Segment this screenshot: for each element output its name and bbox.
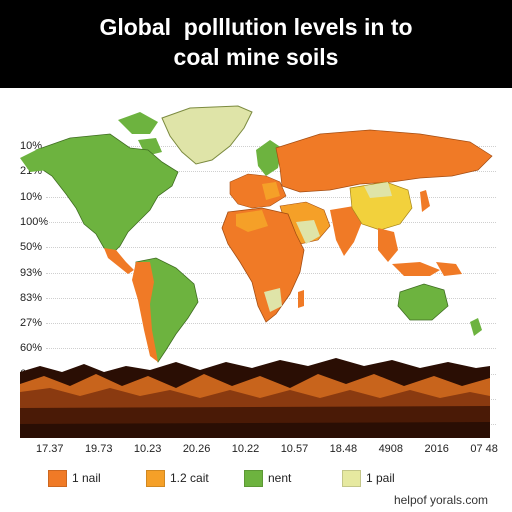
- north-america: [35, 133, 179, 255]
- legend-label: 1.2 cait: [170, 471, 209, 485]
- x-label: 2016: [424, 443, 449, 455]
- title-line-1: Global polllution levels in to: [99, 14, 413, 40]
- australia: [397, 283, 449, 321]
- x-label: 4908: [378, 443, 404, 455]
- japan: [420, 190, 430, 212]
- x-label: 10.22: [231, 443, 260, 455]
- world-map: [20, 105, 493, 438]
- legend: 1 nail 1.2 cait nent 1 pail: [48, 468, 468, 488]
- legend-label: 1 nail: [72, 471, 101, 485]
- x-axis-labels: 17.37 19.73 10.23 20.26 10.22 10.57 18.4…: [36, 443, 498, 459]
- legend-label: 1 pail: [366, 471, 395, 485]
- footer-credit: helpof yorals.com: [393, 493, 488, 507]
- scandinavia: [256, 140, 282, 176]
- indonesia: [392, 262, 440, 276]
- title-bar: Global polllution levels in to coal mine…: [0, 0, 512, 88]
- x-label: 20.26: [182, 443, 211, 455]
- y-label: 50%: [20, 241, 43, 254]
- southeast-asia: [378, 228, 398, 262]
- x-label: 10.57: [280, 443, 309, 455]
- gridline: [46, 348, 496, 350]
- soil-layer-deep: [20, 406, 490, 424]
- y-label: 10%: [20, 190, 43, 203]
- legend-item: nent: [244, 468, 342, 488]
- x-label: 07 48: [470, 443, 498, 455]
- europe-east: [262, 182, 280, 200]
- legend-item: 1.2 cait: [146, 468, 244, 488]
- x-label: 10.23: [133, 443, 162, 455]
- legend-item: 1 nail: [48, 468, 146, 488]
- new-guinea: [436, 262, 462, 276]
- y-label: 93%: [20, 266, 43, 279]
- arctic-islands: [118, 112, 158, 134]
- greenland: [161, 105, 253, 165]
- central-america: [104, 248, 134, 274]
- legend-swatch: [146, 469, 165, 487]
- new-zealand: [470, 318, 482, 336]
- alaska: [20, 148, 56, 172]
- x-label: 18.48: [329, 443, 358, 455]
- y-label: 27%: [20, 317, 43, 330]
- title-line-2: coal mine soils: [173, 44, 339, 70]
- africa-south: [264, 288, 282, 312]
- legend-swatch: [244, 469, 263, 487]
- russia: [275, 129, 493, 193]
- y-label: 10%: [20, 140, 43, 152]
- india: [330, 206, 362, 256]
- soil-layer-orange: [20, 374, 490, 402]
- africa: [221, 207, 305, 323]
- africa-north: [236, 210, 268, 232]
- x-label: 19.73: [84, 443, 113, 455]
- legend-swatch: [342, 469, 361, 487]
- arabia: [296, 220, 320, 244]
- china: [349, 181, 413, 231]
- y-label: 60%: [20, 342, 43, 355]
- legend-item: 1 pail: [342, 468, 440, 488]
- legend-swatch: [48, 469, 67, 487]
- x-label: 17.37: [36, 443, 64, 455]
- mongolia: [364, 182, 392, 198]
- europe: [229, 173, 287, 209]
- y-label: 100%: [20, 215, 49, 228]
- y-label: 83%: [20, 291, 43, 304]
- gridline: [46, 323, 496, 325]
- legend-label: nent: [268, 471, 292, 485]
- soil-layer-mid: [20, 388, 490, 408]
- madagascar: [298, 290, 304, 308]
- south-america-west: [132, 262, 158, 362]
